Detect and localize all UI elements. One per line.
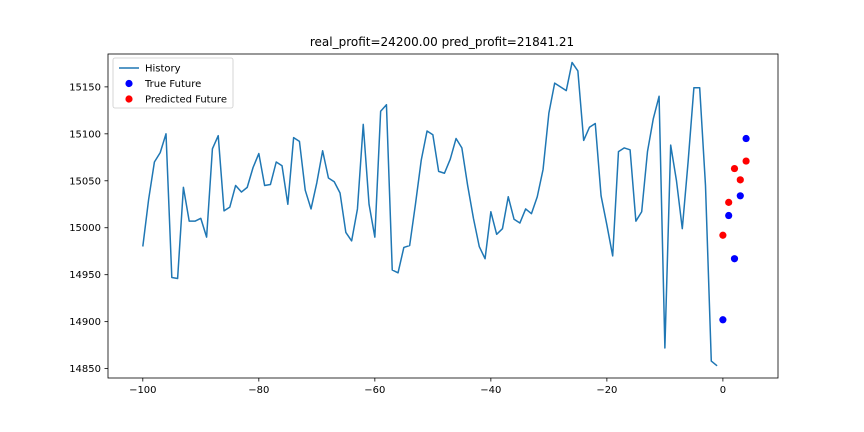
point-true-future bbox=[725, 211, 733, 220]
y-tick-label: 14950 bbox=[69, 270, 101, 281]
plot-frame bbox=[107, 53, 779, 379]
x-tick-label: −80 bbox=[248, 385, 269, 396]
y-tick-label: 15100 bbox=[69, 129, 101, 140]
plot-area bbox=[107, 53, 779, 379]
series-line-history bbox=[142, 61, 718, 367]
x-tick-label: −60 bbox=[364, 385, 385, 396]
x-tick-label: −100 bbox=[129, 385, 156, 396]
point-true-future bbox=[742, 134, 750, 143]
y-tick-label: 15000 bbox=[69, 223, 101, 234]
point-true-future bbox=[730, 255, 739, 263]
point-predicted-future bbox=[730, 164, 739, 173]
x-tick-label: 0 bbox=[720, 385, 726, 396]
point-predicted-future bbox=[725, 198, 733, 206]
legend-box bbox=[112, 57, 234, 109]
legend-swatch-true-future bbox=[125, 79, 133, 88]
point-predicted-future bbox=[742, 157, 750, 165]
legend-label-history: History bbox=[145, 64, 181, 75]
legend-label-predicted-future: Predicted Future bbox=[145, 95, 227, 106]
point-true-future bbox=[736, 192, 744, 200]
y-tick-label: 15150 bbox=[69, 82, 101, 93]
chart-title: real_profit=24200.00 pred_profit=21841.2… bbox=[310, 35, 574, 49]
point-predicted-future bbox=[736, 176, 744, 184]
y-axis: 14850 14900 14950 15000 15050 15100 15150 bbox=[69, 82, 108, 375]
point-true-future bbox=[719, 316, 727, 324]
point-predicted-future bbox=[719, 231, 727, 239]
x-axis: −100 −80 −60 −40 −20 0 bbox=[129, 378, 726, 396]
y-tick-label: 14900 bbox=[69, 317, 101, 328]
legend-swatch-predicted-future bbox=[125, 95, 133, 103]
x-tick-label: −20 bbox=[596, 385, 617, 396]
legend: History True Future Predicted Future bbox=[112, 57, 234, 109]
x-tick-label: −40 bbox=[480, 385, 501, 396]
y-tick-label: 15050 bbox=[69, 176, 101, 187]
legend-label-true-future: True Future bbox=[144, 79, 201, 90]
y-tick-label: 14850 bbox=[69, 364, 101, 375]
